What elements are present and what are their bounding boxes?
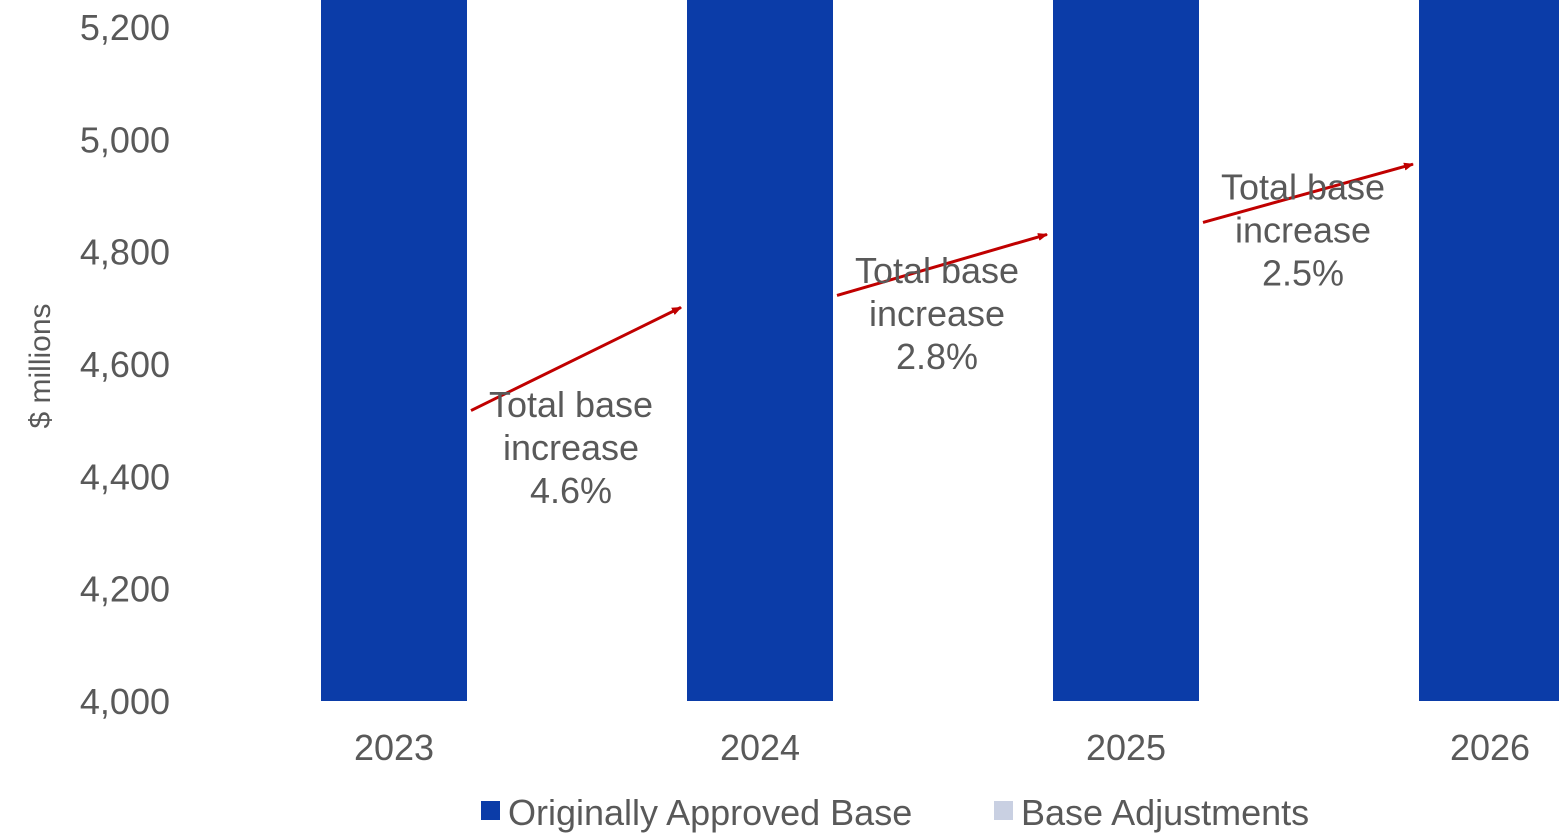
y-tick-label: 4,800: [80, 232, 170, 273]
y-tick-label: 4,200: [80, 569, 170, 610]
legend-label: Originally Approved Base: [508, 792, 912, 833]
y-tick-label: 4,000: [80, 681, 170, 722]
increase-annotation-line: 2.8%: [896, 336, 978, 377]
legend-label: Base Adjustments: [1021, 792, 1309, 833]
increase-annotation-line: increase: [503, 427, 639, 468]
bar-originally-approved-2024: [687, 0, 833, 701]
trend-arrow: [470, 306, 682, 412]
trend-arrows: [470, 162, 1414, 412]
y-axis-label-group: $ millions: [24, 303, 57, 428]
bar-originally-approved-2026: [1419, 0, 1559, 701]
y-tick-label: 5,000: [80, 119, 170, 160]
increase-annotation-line: 2.5%: [1262, 252, 1344, 293]
x-tick-label: 2024: [720, 727, 800, 768]
y-tick-label: 4,600: [80, 344, 170, 385]
increase-annotation-line: Total base: [1221, 166, 1385, 207]
y-axis-ticks: 5,200 5,000 4,800 4,600 4,400 4,200 4,000: [80, 7, 170, 722]
increase-annotation-line: increase: [1235, 209, 1371, 250]
x-tick-label: 2026: [1450, 727, 1530, 768]
x-axis-ticks: 2023 2024 2025 2026: [354, 727, 1530, 768]
x-tick-label: 2025: [1086, 727, 1166, 768]
legend-swatch: [994, 801, 1013, 820]
trend-arrow: [1202, 162, 1414, 224]
increase-annotation-line: increase: [869, 293, 1005, 334]
y-tick-label: 4,400: [80, 456, 170, 497]
trend-arrow: [836, 232, 1048, 297]
legend: Originally Approved Base Base Adjustments: [481, 792, 1309, 833]
bar-originally-approved-2023: [321, 0, 467, 701]
y-axis-label: $ millions: [24, 303, 57, 428]
x-tick-label: 2023: [354, 727, 434, 768]
increase-annotation-line: 4.6%: [530, 470, 612, 511]
y-tick-label: 5,200: [80, 7, 170, 48]
bars: [321, 0, 1559, 702]
increase-annotation-line: Total base: [489, 384, 653, 425]
increase-annotation-line: Total base: [855, 250, 1019, 291]
legend-swatch: [481, 801, 500, 820]
bar-originally-approved-2025: [1053, 0, 1199, 702]
